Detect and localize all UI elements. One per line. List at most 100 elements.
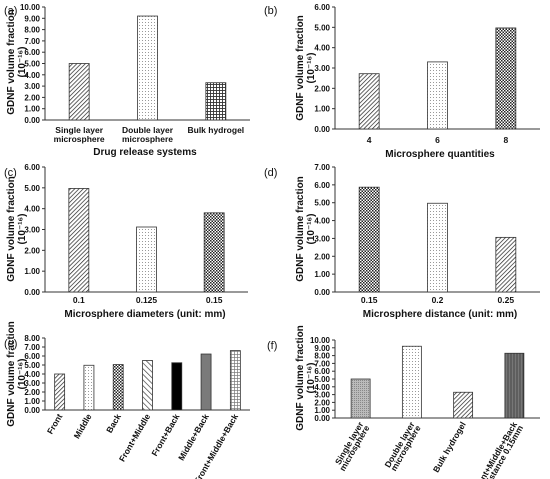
x-axis-label: Microsphere quantities xyxy=(385,149,495,160)
x-tick-label: 6 xyxy=(435,135,440,145)
y-tick-label: 4.00 xyxy=(314,44,330,53)
bar-7 xyxy=(229,350,241,411)
bar-4 xyxy=(504,352,525,419)
y-axis-unit: (10⁻¹⁶) xyxy=(17,359,28,390)
x-tick-label: Front+Back xyxy=(149,412,181,458)
x-tick-label: Bulk hydrogel xyxy=(431,420,468,474)
y-axis-label: GDNF volume fraction xyxy=(295,325,306,431)
y-tick-label: 2.00 xyxy=(314,398,330,407)
y-axis-title: GDNF volume fraction (10⁻¹⁶) xyxy=(6,321,28,427)
x-axis-label: Microsphere distance (unit: mm) xyxy=(363,309,517,320)
y-tick-label: 5.00 xyxy=(24,361,40,370)
y-tick-label: 6.00 xyxy=(24,352,40,361)
y-tick-label: 3.00 xyxy=(24,379,40,388)
bar-3 xyxy=(495,27,517,130)
bar-3 xyxy=(495,236,517,293)
y-tick-label: 1.00 xyxy=(24,105,40,114)
bar-3 xyxy=(112,364,124,411)
y-tick-label: 1.00 xyxy=(314,105,330,114)
y-tick-label: 6.00 xyxy=(314,3,330,12)
bar-3 xyxy=(453,391,474,419)
bar-1 xyxy=(350,378,371,419)
y-axis-unit: (10⁻¹⁶) xyxy=(17,47,28,78)
y-tick-label: 6.00 xyxy=(24,48,40,57)
panel-label: (b) xyxy=(264,5,277,17)
y-tick-label: 10.00 xyxy=(310,336,331,345)
y-axis-label: GDNF volume fraction xyxy=(295,15,306,121)
x-tick-label: 0.1 xyxy=(73,295,85,305)
x-tick-label: 0.15 xyxy=(206,295,223,305)
y-tick-label: 7.00 xyxy=(314,359,330,368)
chart-panel-1: (a) 0.00 1.00 2.00 3.00 4.00 5.00 6.00 7.00 8.00 9… xyxy=(4,3,250,158)
y-tick-label: 9.00 xyxy=(314,344,330,353)
y-tick-label: 4.00 xyxy=(24,71,40,80)
y-tick-label: 7.00 xyxy=(24,37,40,46)
y-tick-label: 3.00 xyxy=(24,226,40,235)
chart-panel-5: (e)0.001.002.003.004.005.006.007.008.00G… xyxy=(4,321,250,479)
bar-2 xyxy=(401,345,422,419)
panel-label: (a) xyxy=(4,5,17,17)
x-tick-label: 0.2 xyxy=(432,295,444,305)
bar-6 xyxy=(200,353,212,411)
bar-1 xyxy=(358,186,380,293)
y-tick-label: 3.00 xyxy=(314,391,330,400)
x-tick-label: 0.25 xyxy=(498,295,515,305)
y-tick-label: 5.00 xyxy=(314,199,330,208)
panel-label: (f) xyxy=(267,340,277,352)
y-tick-label: 5.00 xyxy=(314,375,330,384)
x-tick-label: 4 xyxy=(367,135,372,145)
y-axis-unit: (10⁻¹⁶) xyxy=(306,363,317,394)
y-axis-label: GDNF volume fraction xyxy=(6,321,17,427)
bar-4 xyxy=(142,360,153,411)
x-tick-label-group: Front+Back xyxy=(149,412,181,458)
x-tick-label-group: Middle xyxy=(72,412,94,441)
y-tick-label: 1.00 xyxy=(24,267,40,276)
bar-2 xyxy=(427,61,448,130)
bar-1 xyxy=(54,373,66,411)
x-tick-label-group: Back xyxy=(104,412,123,435)
y-tick-label: 9.00 xyxy=(24,14,40,23)
y-tick-label: 6.00 xyxy=(314,367,330,376)
y-tick-label: 8.00 xyxy=(314,352,330,361)
x-tick-label: 8 xyxy=(503,135,508,145)
y-tick-label: 4.00 xyxy=(314,383,330,392)
y-tick-label: 4.00 xyxy=(314,217,330,226)
x-tick-label: Bulk hydrogel xyxy=(187,125,244,135)
bar-2 xyxy=(137,15,158,121)
y-tick-label: 2.00 xyxy=(24,246,40,255)
x-tick-label: microsphere xyxy=(54,134,105,144)
y-axis-label: GDNF volume fraction xyxy=(6,9,17,115)
y-tick-label: 0.00 xyxy=(314,125,330,134)
bar-1 xyxy=(68,63,90,121)
x-tick-label-group: Front xyxy=(45,412,65,436)
y-axis-label: GDNF volume fraction xyxy=(6,176,17,282)
bar-2 xyxy=(83,364,95,411)
bar-5 xyxy=(171,362,183,411)
panel-label: (c) xyxy=(4,167,17,179)
chart-panel-6: (f) 0.001.002.003.004.005.006.007.008.009… xyxy=(267,325,540,479)
y-tick-label: 5.00 xyxy=(314,23,330,32)
y-axis-label: GDNF volume fraction xyxy=(295,176,306,282)
x-axis-label: Drug release systems xyxy=(93,147,197,158)
x-tick-label-group: Bulk hydrogel xyxy=(431,420,468,474)
y-tick-label: 6.00 xyxy=(24,163,40,172)
y-tick-label: 4.00 xyxy=(24,205,40,214)
y-tick-label: 1.00 xyxy=(24,397,40,406)
bar-1 xyxy=(68,188,90,293)
y-tick-label: 10.00 xyxy=(20,3,41,12)
y-tick-label: 1.00 xyxy=(314,406,330,415)
bar-3 xyxy=(203,212,225,293)
y-tick-label: 2.00 xyxy=(24,93,40,102)
y-axis-unit: (10⁻¹⁶) xyxy=(306,214,317,245)
x-tick-label: Front xyxy=(45,412,65,436)
y-axis-title: GDNF volume fraction (10⁻¹⁶) xyxy=(6,9,28,115)
x-tick-label-group: Front+Middle+Back-Distance 0.15mm xyxy=(471,420,525,479)
y-tick-label: 0.00 xyxy=(24,406,40,415)
y-tick-label: 8.00 xyxy=(24,334,40,343)
y-axis-title: GDNF volume fraction (10⁻¹⁶) xyxy=(295,176,317,282)
y-tick-label: 3.00 xyxy=(314,234,330,243)
y-tick-label: 7.00 xyxy=(314,163,330,172)
